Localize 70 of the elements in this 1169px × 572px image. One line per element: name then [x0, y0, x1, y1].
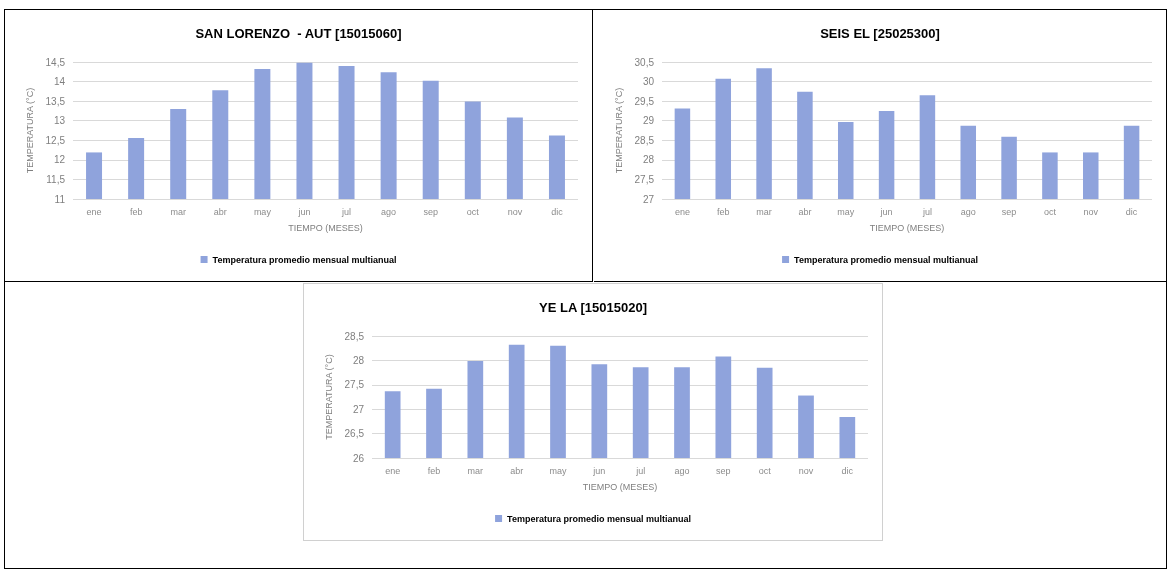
x-tick-label: dic — [1125, 206, 1138, 217]
y-tick-label: 12,5 — [45, 134, 66, 146]
x-tick-label: ago — [381, 206, 397, 217]
x-tick-label: sep — [423, 206, 438, 217]
x-tick-label: jun — [879, 206, 893, 217]
legend-label: Temperatura promedio mensual multianual — [212, 254, 397, 265]
legend-label: Temperatura promedio mensual multianual — [507, 513, 691, 524]
y-tick-label: 11,5 — [46, 173, 66, 185]
y-tick-label: 27,5 — [344, 379, 365, 391]
x-tick-label: ago — [960, 206, 976, 217]
x-tick-label: may — [549, 465, 567, 476]
x-tick-label: abr — [213, 206, 227, 217]
x-tick-label: abr — [510, 465, 524, 476]
y-tick-label: 28,5 — [344, 330, 365, 342]
y-tick-label: 27 — [642, 193, 655, 205]
x-tick-label: mar — [170, 206, 186, 217]
chart-title: YE LA [15015020] — [539, 300, 647, 315]
x-tick-label: feb — [129, 206, 143, 217]
x-tick-label: nov — [798, 465, 814, 476]
x-tick-label: abr — [798, 206, 812, 217]
x-tick-label: ene — [86, 206, 102, 217]
x-tick-label: oct — [758, 465, 772, 476]
x-tick-label: mar — [467, 465, 484, 476]
x-tick-label: may — [253, 206, 272, 217]
y-tick-label: 30,5 — [634, 56, 655, 68]
y-tick-label: 11 — [54, 193, 66, 205]
x-tick-label: jul — [921, 206, 932, 217]
x-tick-label: oct — [466, 206, 480, 217]
chart-title: SEIS EL [25025300] — [820, 26, 940, 41]
chart-title: SAN LORENZO - AUT [15015060] — [195, 26, 402, 41]
x-tick-label: sep — [1001, 206, 1017, 217]
y-tick-label: 12 — [53, 154, 66, 166]
x-tick-label: jul — [341, 206, 352, 217]
y-tick-label: 26,5 — [344, 428, 365, 440]
x-tick-label: feb — [427, 465, 441, 476]
x-tick-label: feb — [716, 206, 730, 217]
legend-label: Temperatura promedio mensual multianual — [794, 254, 978, 265]
x-tick-label: dic — [841, 465, 854, 476]
x-tick-label: jun — [297, 206, 311, 217]
y-tick-label: 14 — [53, 76, 66, 88]
y-tick-label: 13 — [53, 115, 66, 127]
x-tick-label: jul — [635, 465, 646, 476]
x-axis-title: TIEMPO (MESES) — [582, 481, 658, 492]
x-tick-label: sep — [716, 465, 731, 476]
y-axis-title: TEMPERATURA (°C) — [25, 87, 36, 174]
y-tick-label: 13,5 — [45, 95, 66, 107]
y-axis-title: TEMPERATURA (°C) — [324, 354, 335, 440]
x-tick-label: nov — [1083, 206, 1099, 217]
x-tick-label: nov — [507, 206, 523, 217]
y-tick-label: 28,5 — [634, 134, 655, 146]
x-tick-label: oct — [1043, 206, 1057, 217]
x-tick-label: may — [837, 206, 855, 217]
x-tick-label: ene — [674, 206, 690, 217]
x-tick-label: ene — [385, 465, 401, 476]
y-tick-label: 14,5 — [45, 56, 66, 68]
x-tick-label: ago — [674, 465, 690, 476]
y-tick-label: 30 — [642, 76, 655, 88]
y-tick-label: 27,5 — [634, 173, 655, 185]
y-axis-title: TEMPERATURA (°C) — [614, 87, 625, 174]
x-tick-label: dic — [551, 206, 564, 217]
x-tick-label: jun — [592, 465, 606, 476]
x-axis-title: TIEMPO (MESES) — [288, 222, 363, 233]
y-tick-label: 27 — [352, 403, 365, 415]
x-axis-title: TIEMPO (MESES) — [869, 222, 945, 233]
y-tick-label: 26 — [352, 452, 365, 464]
y-tick-label: 28 — [352, 354, 365, 366]
y-tick-label: 29,5 — [634, 95, 655, 107]
y-tick-label: 29 — [642, 115, 655, 127]
x-tick-label: mar — [756, 206, 772, 217]
y-tick-label: 28 — [642, 154, 655, 166]
